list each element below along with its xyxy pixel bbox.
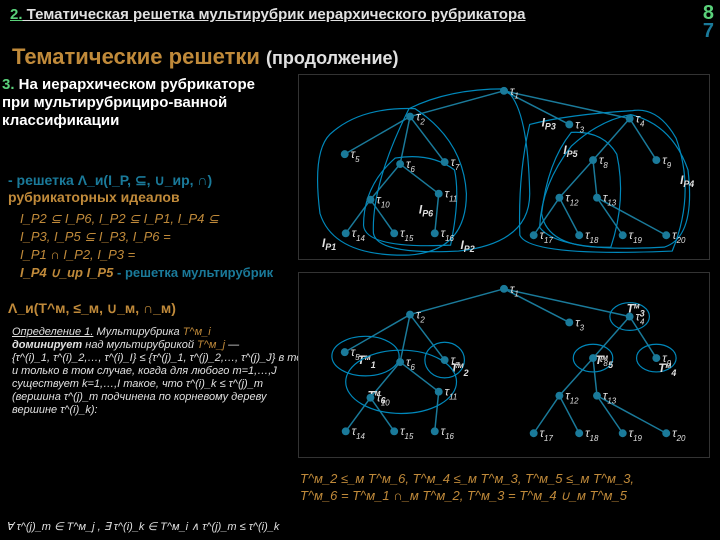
svg-text:τ14: τ14 xyxy=(352,424,366,441)
svg-text:τ1: τ1 xyxy=(510,282,519,299)
formula-1: I_Р2 ⊆ I_Р6, I_Р2 ⊆ I_Р1, I_Р4 ⊆ xyxy=(20,210,280,227)
quantifier-line: ∀ τ^(j)_m ∈ T^м_j , ∃ τ^(i)_k ∈ T^м_i ∧ … xyxy=(6,520,279,533)
svg-text:IР3: IР3 xyxy=(542,115,556,131)
svg-text:IР6: IР6 xyxy=(419,202,433,218)
svg-text:τ12: τ12 xyxy=(565,389,579,406)
section-heading: 2. Тематическая решетка мультирубрик иер… xyxy=(10,6,680,23)
svg-text:τ14: τ14 xyxy=(352,226,366,243)
svg-text:τ3: τ3 xyxy=(575,315,584,332)
svg-text:τ10: τ10 xyxy=(376,391,390,408)
formula-4: I_Р4 ∪_ир I_Р5 - решетка мультирубрик xyxy=(20,264,280,281)
svg-text:τ4: τ4 xyxy=(636,111,645,128)
svg-text:τ6: τ6 xyxy=(406,355,415,372)
bullet-3: 3. На иерархическом рубрикаторе при муль… xyxy=(2,76,262,130)
svg-text:τ6: τ6 xyxy=(406,157,415,174)
svg-text:Tм1: Tм1 xyxy=(358,353,376,370)
svg-text:τ10: τ10 xyxy=(376,193,390,210)
page-title: Тематические решетки (продолжение) xyxy=(12,44,399,70)
svg-text:τ19: τ19 xyxy=(629,426,643,443)
svg-text:τ9: τ9 xyxy=(662,153,671,170)
svg-text:τ20: τ20 xyxy=(672,426,686,443)
svg-text:τ18: τ18 xyxy=(585,426,599,443)
svg-text:τ12: τ12 xyxy=(565,191,579,208)
svg-text:IР2: IР2 xyxy=(460,238,474,254)
svg-text:τ16: τ16 xyxy=(441,424,455,441)
svg-text:τ1: τ1 xyxy=(510,84,519,101)
svg-text:τ17: τ17 xyxy=(540,228,554,245)
svg-text:τ15: τ15 xyxy=(400,424,414,441)
diagram-ideals: IР1IР2IР3IР4IР5IР6τ1τ2τ3τ4τ5τ6τ7τ8τ9τ10τ… xyxy=(298,74,710,260)
svg-text:IР4: IР4 xyxy=(680,173,694,189)
svg-text:IР1: IР1 xyxy=(322,236,336,252)
svg-text:τ13: τ13 xyxy=(603,191,617,208)
digit-bottom: 7 xyxy=(703,22,714,40)
svg-text:τ8: τ8 xyxy=(599,153,608,170)
svg-text:τ11: τ11 xyxy=(445,187,458,204)
slide-number: 8 7 xyxy=(703,4,714,40)
svg-text:τ5: τ5 xyxy=(351,147,360,164)
formula-3: I_Р1 ∩ I_Р2, I_Р3 = xyxy=(20,246,280,263)
svg-top: IР1IР2IР3IР4IР5IР6τ1τ2τ3τ4τ5τ6τ7τ8τ9τ10τ… xyxy=(299,75,709,259)
svg-text:τ17: τ17 xyxy=(540,426,554,443)
svg-text:τ15: τ15 xyxy=(400,226,414,243)
diagram-multirubrics: Tм1Tм2Tм3Tм4Tм5Tм6τ1τ2τ3τ4τ5τ6τ7τ8τ9τ10τ… xyxy=(298,272,710,458)
svg-text:τ18: τ18 xyxy=(585,228,599,245)
definition-1: Определение 1. Мультирубрика T^м_i домин… xyxy=(12,326,312,417)
dash-lattice-1b: рубрикаторных идеалов xyxy=(8,189,288,206)
svg-text:τ13: τ13 xyxy=(603,389,617,406)
svg-text:IР5: IР5 xyxy=(563,143,578,159)
dash-lattice-1: - решетка Λ_и(I_Р, ⊆, ∪_ир, ∩) xyxy=(8,172,288,189)
svg-text:τ5: τ5 xyxy=(351,345,360,362)
formula-2: I_Р3, I_Р5 ⊆ I_Р3, I_Р6 = xyxy=(20,228,280,245)
svg-bot: Tм1Tм2Tм3Tм4Tм5Tм6τ1τ2τ3τ4τ5τ6τ7τ8τ9τ10τ… xyxy=(299,273,709,457)
svg-text:τ19: τ19 xyxy=(629,228,643,245)
dash-lattice-2b: Λ_и(T^м, ≤_м, ∪_м, ∩_м) xyxy=(8,300,288,317)
bottom-relations: T^м_2 ≤_м T^м_6, T^м_4 ≤_м T^м_3, T^м_5 … xyxy=(300,470,714,504)
svg-text:τ16: τ16 xyxy=(441,226,455,243)
